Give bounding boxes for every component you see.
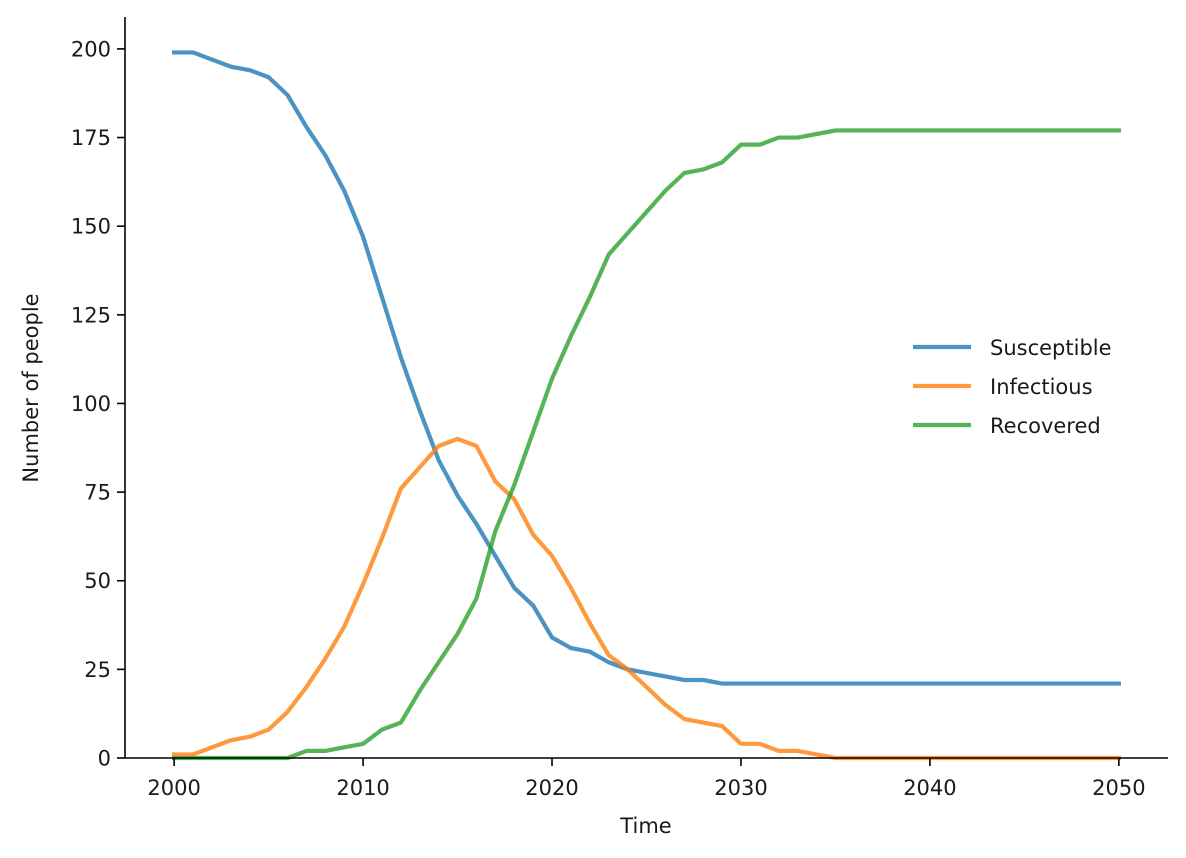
y-tick-label: 175 — [71, 126, 111, 150]
legend-label-infectious: Infectious — [990, 375, 1093, 399]
x-tick-label: 2000 — [147, 776, 200, 800]
x-tick-label: 2050 — [1092, 776, 1145, 800]
series-line-susceptible — [172, 50, 1121, 686]
x-tick-label: 2010 — [336, 776, 389, 800]
axes — [124, 17, 1168, 759]
y-tick-label: 0 — [98, 747, 111, 771]
legend-label-recovered: Recovered — [990, 414, 1101, 438]
x-ticks: 2000 2010 2020 2030 2040 2050 — [147, 758, 1146, 800]
y-tick-label: 150 — [71, 215, 111, 239]
series-line-recovered — [172, 128, 1121, 761]
y-tick-label: 25 — [84, 658, 111, 682]
legend: Susceptible Infectious Recovered — [913, 336, 1112, 438]
series-line-infectious — [172, 436, 1121, 761]
x-tick-label: 2040 — [903, 776, 956, 800]
y-tick-label: 125 — [71, 303, 111, 327]
plot-lines — [172, 50, 1121, 761]
y-tick-label: 50 — [84, 569, 111, 593]
x-axis-title: Time — [619, 814, 671, 838]
y-tick-label: 100 — [71, 392, 111, 416]
x-tick-label: 2030 — [714, 776, 767, 800]
y-tick-label: 75 — [84, 481, 111, 505]
x-tick-label: 2020 — [525, 776, 578, 800]
y-tick-label: 200 — [71, 37, 111, 61]
y-axis-title: Number of people — [19, 293, 43, 482]
y-ticks: 0 25 50 75 100 125 150 175 200 — [71, 37, 125, 771]
legend-label-susceptible: Susceptible — [990, 336, 1112, 360]
